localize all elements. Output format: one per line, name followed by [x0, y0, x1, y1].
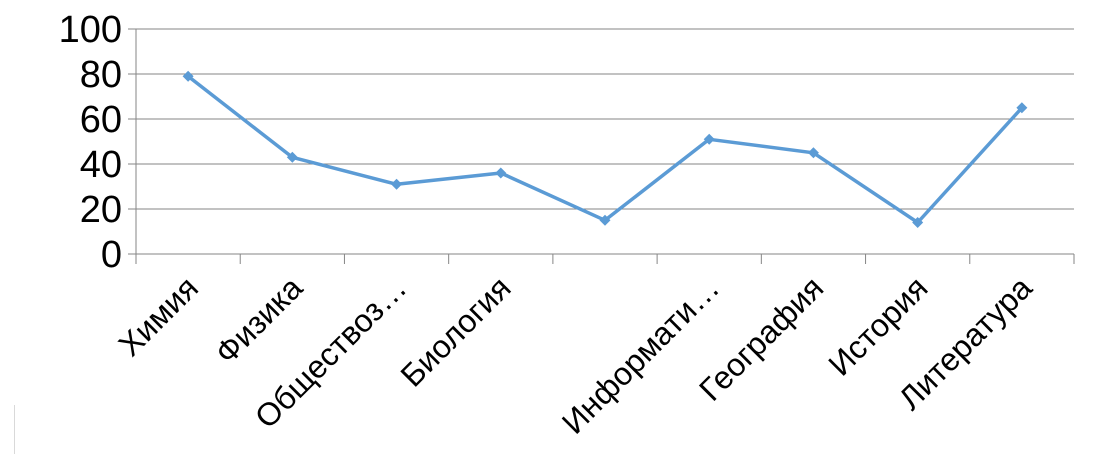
x-tick-label: Химия: [111, 269, 205, 363]
data-point: [182, 70, 194, 82]
data-point: [391, 178, 403, 190]
data-point: [1016, 102, 1028, 114]
x-tick-label: Физика: [208, 269, 309, 370]
cursor-marker: [14, 405, 15, 454]
data-point: [599, 214, 611, 226]
axes: [128, 28, 1075, 264]
y-tick-label: 40: [80, 144, 122, 186]
y-tick-label: 0: [101, 234, 122, 276]
x-tick-label: Информати…: [555, 269, 726, 440]
y-tick-label: 60: [80, 99, 122, 141]
data-point: [495, 167, 507, 179]
gridlines: [136, 28, 1074, 210]
x-tick-label: Биология: [394, 269, 518, 393]
data-point: [807, 147, 819, 159]
y-tick-label: 100: [59, 9, 122, 51]
data-point: [912, 217, 924, 228]
data-point: [286, 151, 298, 163]
y-tick-label: 20: [80, 189, 122, 231]
y-tick-label: 80: [80, 54, 122, 96]
series-line: [187, 74, 1024, 225]
data-point: [703, 133, 715, 145]
series: [182, 70, 1028, 228]
